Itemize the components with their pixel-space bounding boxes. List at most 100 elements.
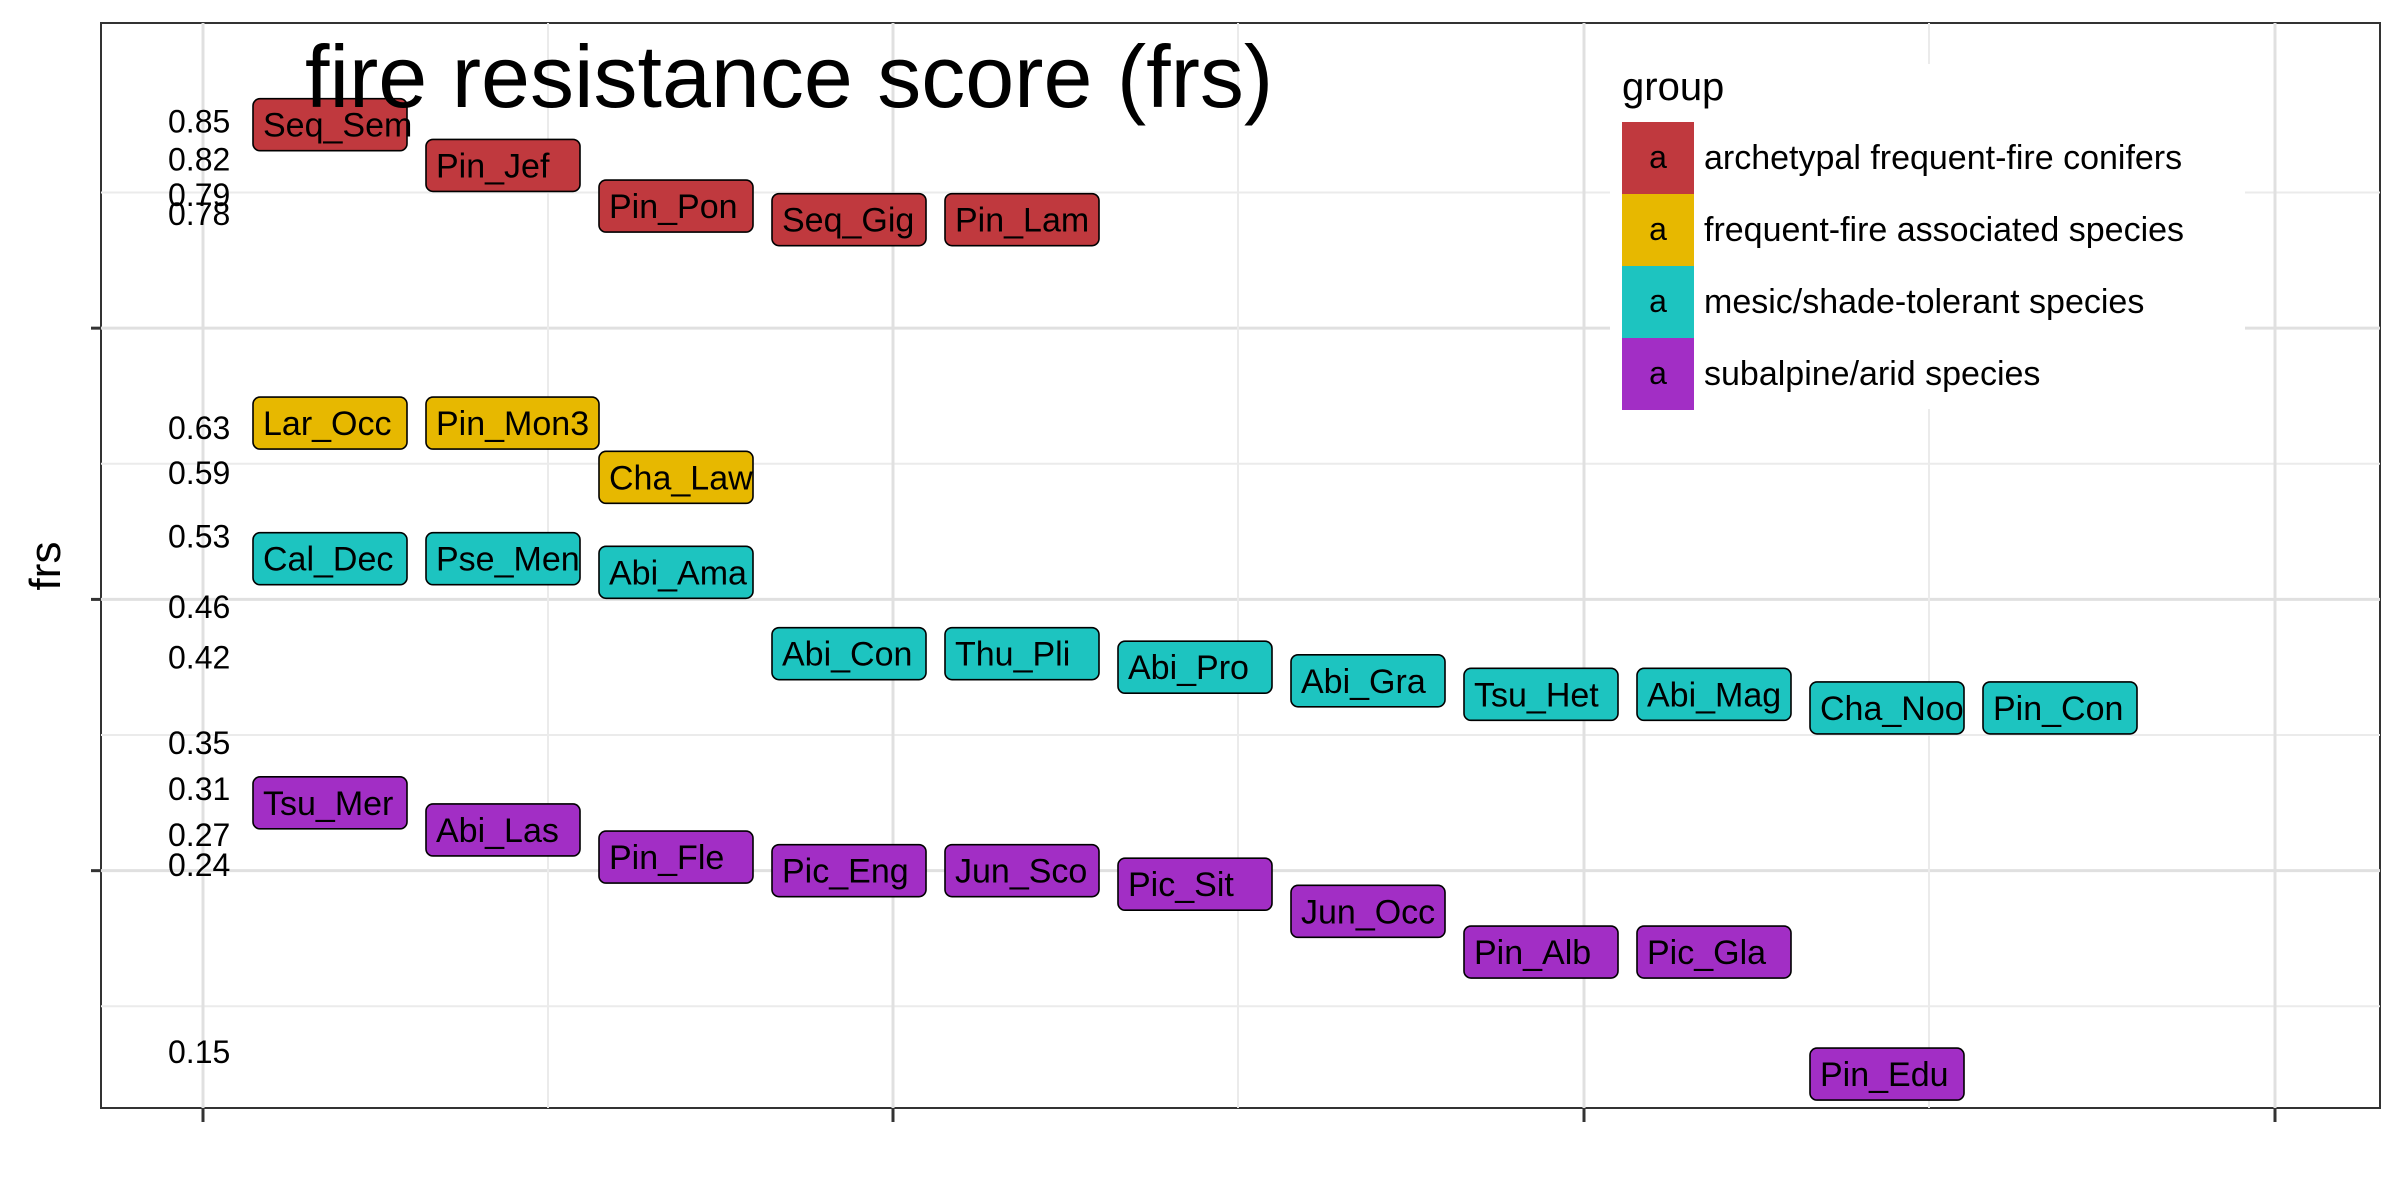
legend-key bbox=[1622, 338, 1694, 410]
legend-label: frequent-fire associated species bbox=[1704, 211, 2184, 249]
point-label: Abi_Gra bbox=[1301, 663, 1426, 701]
data-point: Pin_Con bbox=[1982, 681, 2138, 735]
data-point: Seq_Gig bbox=[771, 192, 927, 247]
point-label: Abi_Ama bbox=[609, 554, 747, 592]
point-label: Pse_Men bbox=[436, 541, 580, 579]
chart-title: fire resistance score (frs) bbox=[305, 27, 1273, 126]
y-value-label: 0.53 bbox=[168, 519, 230, 555]
point-label: Pic_Eng bbox=[782, 853, 909, 891]
point-label-box bbox=[598, 179, 754, 233]
point-label: Abi_Pro bbox=[1128, 649, 1249, 687]
y-value-label: 0.78 bbox=[168, 196, 230, 232]
point-label: Pin_Pon bbox=[609, 188, 738, 226]
y-value-label: 0.27 bbox=[168, 817, 230, 853]
axes bbox=[91, 326, 2277, 1122]
y-value-label: 0.15 bbox=[168, 1034, 230, 1070]
legend-title: group bbox=[1622, 65, 1724, 109]
y-value-label: 0.24 bbox=[168, 847, 230, 883]
y-value-label: 0.63 bbox=[168, 410, 230, 446]
point-label: Jun_Sco bbox=[955, 853, 1087, 891]
legend-entry: a archetypal frequent-fire conifers bbox=[1622, 122, 2182, 194]
point-label: Pin_Lam bbox=[955, 202, 1089, 240]
data-point: Tsu_Het bbox=[1463, 667, 1619, 722]
data-point: Pin_Jef bbox=[425, 138, 581, 193]
point-label-box bbox=[252, 396, 408, 450]
data-point: Pse_Men bbox=[425, 531, 581, 586]
y-value-label: 0.42 bbox=[168, 639, 230, 675]
legend-key-glyph: a bbox=[1649, 211, 1667, 247]
point-label-box bbox=[1636, 667, 1792, 722]
data-point: Thu_Pli bbox=[944, 626, 1100, 681]
legend-key-glyph: a bbox=[1649, 139, 1667, 175]
legend-key bbox=[1622, 194, 1694, 266]
y-value-label: 0.59 bbox=[168, 455, 230, 491]
point-label: Abi_Mag bbox=[1647, 676, 1781, 714]
data-point: Lar_Occ bbox=[252, 396, 408, 450]
point-label: Cha_Noo bbox=[1820, 690, 1964, 728]
data-point: Abi_Gra bbox=[1290, 653, 1446, 708]
point-label-box bbox=[425, 396, 600, 450]
chart-marks: Seq_Sem Pin_Jef Pin_Pon Seq_Gig Pin_Lam Lar_O… bbox=[252, 97, 2138, 1101]
data-point: Abi_Mag bbox=[1636, 667, 1792, 722]
data-point: Pin_Alb bbox=[1463, 925, 1619, 979]
data-point: Cal_Dec bbox=[252, 531, 408, 586]
point-label-box bbox=[944, 626, 1100, 681]
point-label-box bbox=[1117, 640, 1273, 695]
point-label-box bbox=[425, 803, 581, 857]
point-label: Thu_Pli bbox=[955, 636, 1070, 674]
legend: group a archetypal frequent-fire conifers… bbox=[1610, 64, 2245, 410]
point-label: Cal_Dec bbox=[263, 541, 393, 579]
point-label-box bbox=[425, 138, 581, 193]
point-label-box bbox=[598, 830, 754, 884]
point-label: Pic_Gla bbox=[1647, 934, 1766, 972]
point-label: Pin_Alb bbox=[1474, 934, 1591, 972]
data-point: Pin_Fle bbox=[598, 830, 754, 884]
point-label: Cha_Law bbox=[609, 459, 753, 497]
point-label-box bbox=[252, 776, 408, 830]
point-label-box bbox=[1809, 1047, 1965, 1101]
data-point: Pic_Eng bbox=[771, 843, 927, 898]
point-label-box bbox=[1982, 681, 2138, 735]
data-point: Pin_Mon3 bbox=[425, 396, 600, 450]
point-label-box bbox=[1290, 884, 1446, 939]
point-label: Pic_Sit bbox=[1128, 866, 1234, 904]
legend-label: subalpine/arid species bbox=[1704, 355, 2040, 393]
point-label-box bbox=[1117, 857, 1273, 912]
data-point: Pin_Lam bbox=[944, 192, 1100, 247]
legend-key-glyph: a bbox=[1649, 355, 1667, 391]
y-value-label: 0.46 bbox=[168, 589, 230, 625]
point-label: Pin_Jef bbox=[436, 147, 550, 185]
legend-label: archetypal frequent-fire conifers bbox=[1704, 139, 2182, 177]
data-point: Abi_Ama bbox=[598, 545, 754, 600]
data-point: Pin_Edu bbox=[1809, 1047, 1965, 1101]
data-point: Abi_Las bbox=[425, 803, 581, 857]
legend-key-glyph: a bbox=[1649, 283, 1667, 319]
point-label-box bbox=[598, 450, 754, 505]
legend-entry: a frequent-fire associated species bbox=[1622, 194, 2184, 266]
data-point: Abi_Pro bbox=[1117, 640, 1273, 695]
point-label: Pin_Edu bbox=[1820, 1056, 1949, 1094]
point-label: Seq_Gig bbox=[782, 202, 914, 240]
data-point: Pin_Pon bbox=[598, 179, 754, 233]
point-label-box bbox=[425, 531, 581, 586]
point-label: Abi_Con bbox=[782, 636, 912, 674]
data-point: Jun_Sco bbox=[944, 843, 1100, 898]
point-label-box bbox=[252, 531, 408, 586]
point-label: Tsu_Het bbox=[1474, 676, 1599, 714]
point-label-box bbox=[252, 97, 408, 152]
point-label: Tsu_Mer bbox=[263, 785, 393, 823]
point-label-box bbox=[944, 192, 1100, 247]
data-point: Cha_Noo bbox=[1809, 681, 1965, 735]
y-value-label: 0.79 bbox=[168, 177, 230, 213]
legend-key bbox=[1622, 266, 1694, 338]
point-label: Pin_Fle bbox=[609, 839, 724, 877]
point-label: Jun_Occ bbox=[1301, 893, 1435, 931]
point-label-box bbox=[1809, 681, 1965, 735]
data-point: Seq_Sem bbox=[252, 97, 412, 152]
point-label: Abi_Las bbox=[436, 812, 559, 850]
data-point: Tsu_Mer bbox=[252, 776, 408, 830]
data-point: Cha_Law bbox=[598, 450, 754, 505]
point-label-box bbox=[1463, 925, 1619, 979]
point-label-box bbox=[944, 843, 1100, 898]
